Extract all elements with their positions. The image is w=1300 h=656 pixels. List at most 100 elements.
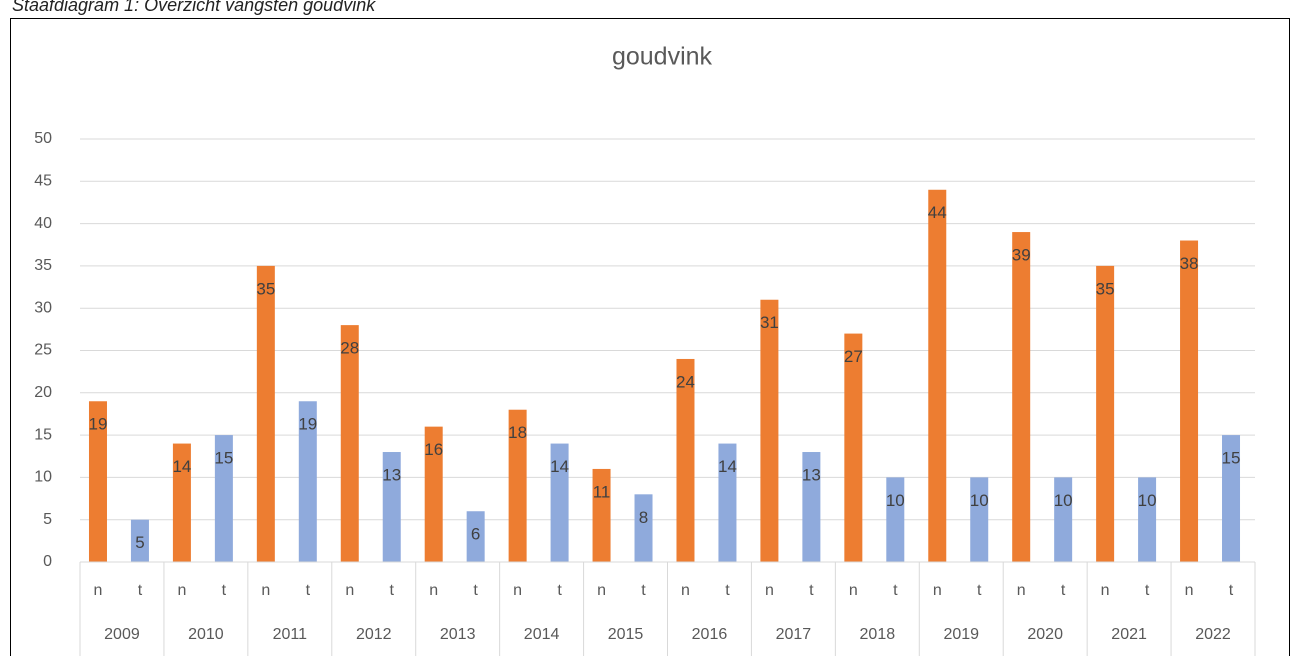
y-tick-label: 35 — [34, 257, 52, 274]
chart-border — [10, 18, 1290, 656]
y-tick-label: 40 — [34, 215, 52, 232]
x-tick-label: t — [306, 582, 311, 599]
x-tick-label: n — [345, 582, 354, 599]
x-group-label: 2016 — [692, 626, 728, 643]
bar — [676, 358, 695, 562]
x-group-label: 2018 — [860, 626, 896, 643]
x-tick-label: n — [94, 582, 103, 599]
data-label: 18 — [508, 423, 527, 442]
caption: Staafdiagram 1: Overzicht vangsten goudv… — [12, 0, 376, 15]
data-label: 19 — [89, 415, 108, 434]
bar — [1138, 477, 1157, 562]
data-label: 6 — [471, 525, 480, 544]
bar — [844, 333, 863, 562]
x-group-label: 2017 — [776, 626, 812, 643]
x-group-label: 2015 — [608, 626, 644, 643]
x-tick-label: t — [977, 582, 982, 599]
y-tick-label: 25 — [34, 342, 52, 359]
x-tick-label: t — [138, 582, 143, 599]
chart-title: goudvink — [612, 43, 713, 71]
bar — [928, 189, 947, 562]
x-group-label: 2009 — [104, 626, 140, 643]
x-group-label: 2014 — [524, 626, 560, 643]
x-tick-label: n — [1017, 582, 1026, 599]
data-label: 10 — [886, 491, 905, 510]
data-label: 35 — [1096, 279, 1115, 298]
x-tick-label: n — [177, 582, 186, 599]
data-label: 27 — [844, 347, 863, 366]
data-label: 5 — [135, 533, 144, 552]
bar — [550, 443, 569, 562]
bar — [172, 443, 191, 562]
data-label: 28 — [340, 339, 359, 358]
x-tick-label: n — [1185, 582, 1194, 599]
data-label: 13 — [802, 466, 821, 485]
x-tick-label: t — [390, 582, 395, 599]
bar — [802, 452, 821, 562]
x-group-label: 2012 — [356, 626, 392, 643]
bar — [1222, 435, 1241, 562]
y-tick-label: 30 — [34, 299, 52, 316]
bar — [1180, 240, 1199, 562]
data-label: 10 — [1138, 491, 1157, 510]
bar — [340, 325, 359, 562]
data-label: 19 — [298, 415, 317, 434]
x-group-label: 2010 — [188, 626, 224, 643]
data-label: 38 — [1180, 254, 1199, 273]
bar — [634, 494, 653, 562]
data-label: 8 — [639, 508, 648, 527]
bar — [508, 409, 527, 562]
bar — [424, 426, 443, 562]
y-tick-label: 45 — [34, 173, 52, 190]
x-tick-label: t — [1061, 582, 1066, 599]
x-group-label: 2013 — [440, 626, 476, 643]
y-tick-label: 20 — [34, 384, 52, 401]
bar — [88, 401, 107, 562]
y-tick-label: 5 — [43, 511, 52, 528]
bar — [466, 511, 485, 562]
x-group-label: 2021 — [1111, 626, 1147, 643]
x-tick-label: n — [1101, 582, 1110, 599]
data-label: 44 — [928, 203, 947, 222]
bar — [886, 477, 905, 562]
x-tick-label: n — [513, 582, 522, 599]
y-tick-label: 50 — [34, 130, 52, 147]
x-group-label: 2022 — [1195, 626, 1231, 643]
bar — [1096, 265, 1115, 562]
x-tick-label: n — [597, 582, 606, 599]
x-tick-label: t — [809, 582, 814, 599]
y-tick-label: 0 — [43, 553, 52, 570]
bar — [760, 299, 779, 562]
bar — [1054, 477, 1073, 562]
x-tick-label: n — [429, 582, 438, 599]
data-label: 10 — [970, 491, 989, 510]
x-tick-label: t — [473, 582, 478, 599]
data-label: 15 — [1222, 449, 1241, 468]
data-label: 11 — [593, 482, 611, 501]
x-tick-label: n — [849, 582, 858, 599]
x-tick-label: t — [1145, 582, 1150, 599]
x-tick-label: n — [933, 582, 942, 599]
x-tick-label: t — [557, 582, 562, 599]
x-tick-label: t — [893, 582, 898, 599]
x-tick-label: n — [681, 582, 690, 599]
data-label: 31 — [760, 313, 779, 332]
x-group-label: 2020 — [1027, 626, 1063, 643]
data-label: 14 — [172, 457, 191, 476]
x-group-label: 2019 — [943, 626, 979, 643]
bar — [382, 452, 401, 562]
x-tick-label: n — [261, 582, 270, 599]
bar — [718, 443, 737, 562]
bar — [214, 435, 233, 562]
bar — [298, 401, 317, 562]
x-tick-label: t — [725, 582, 730, 599]
bar — [592, 468, 611, 562]
data-label: 15 — [214, 449, 233, 468]
x-tick-label: t — [641, 582, 646, 599]
x-tick-label: t — [1229, 582, 1234, 599]
y-tick-label: 10 — [34, 469, 52, 486]
x-group-label: 2011 — [273, 626, 308, 643]
data-label: 14 — [718, 457, 737, 476]
data-label: 10 — [1054, 491, 1073, 510]
